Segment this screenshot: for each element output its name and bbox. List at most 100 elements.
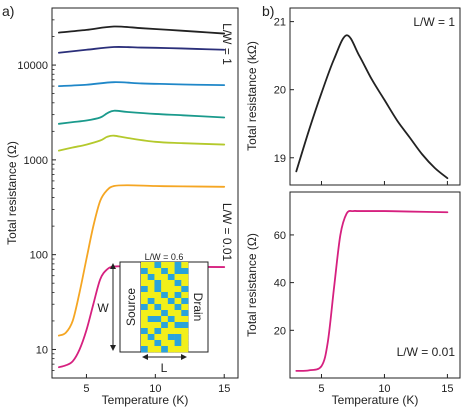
inset-grid-cell: [141, 310, 149, 317]
inset-grid-cell: [181, 280, 189, 287]
inset-grid-cell: [167, 292, 175, 299]
panel-a-annotation-top: L/W = 1: [220, 23, 234, 65]
inset-grid-cell: [161, 274, 169, 281]
inset-grid-cell: [181, 268, 189, 275]
inset-grid-cell: [167, 268, 175, 275]
inset-grid-cell: [141, 322, 149, 329]
inset-grid-cell: [147, 322, 155, 329]
inset-grid-cell: [174, 322, 182, 329]
inset-grid: [141, 262, 189, 353]
inset-grid-cell: [147, 310, 155, 317]
panel-a-series-line-1: [57, 25, 226, 35]
inset-grid-cell: [147, 298, 155, 305]
inset-grid-cell: [154, 286, 162, 293]
inset-grid-cell: [174, 304, 182, 311]
inset-grid-cell: [174, 310, 182, 317]
inset-grid-cell: [141, 274, 149, 281]
panel-b-top-frame: [289, 7, 461, 186]
inset-grid-cell: [154, 334, 162, 341]
inset-grid-cell: [154, 298, 162, 305]
inset-grid-cell: [161, 340, 169, 347]
panel-a-xtick-label: 10: [149, 383, 161, 395]
panel-a-yticks: 10 100 1000 10000: [17, 7, 56, 379]
panel-a-ylabel: Total resistance (Ω): [5, 141, 19, 245]
inset-grid-cell: [161, 346, 169, 353]
inset-grid-cell: [154, 280, 162, 287]
panel-b-bottom-yticks: 20 40 60: [274, 230, 294, 337]
inset-grid-cell: [141, 298, 149, 305]
panel-b-bottom-series-line-1: [295, 210, 449, 372]
inset-grid-cell: [167, 346, 175, 353]
inset-grid-cell: [174, 292, 182, 299]
panel-a-xtick-label: 15: [218, 383, 230, 395]
inset-grid-cell: [147, 304, 155, 311]
panel-a-series-line-4: [57, 109, 226, 125]
inset-grid-cell: [154, 322, 162, 329]
inset-grid-cell: [154, 316, 162, 323]
inset-grid-cell: [174, 286, 182, 293]
inset-grid-cell: [181, 322, 189, 329]
inset-grid-cell: [147, 292, 155, 299]
inset-grid-cell: [147, 328, 155, 335]
inset-grid-cell: [181, 310, 189, 317]
panel-b-top-ylabel: Total resistance (kΩ): [245, 41, 259, 151]
inset-grid-cell: [161, 286, 169, 293]
inset-grid-cell: [147, 280, 155, 287]
inset-grid-cell: [141, 262, 149, 269]
inset-grid-cell: [154, 310, 162, 317]
panel-a-ytick-label: 100: [30, 250, 48, 262]
inset-grid-cell: [141, 286, 149, 293]
inset-grid-cell: [167, 298, 175, 305]
panel-a-ytick-label: 10000: [17, 60, 48, 72]
panel-b-bottom-ytick-label: 40: [274, 278, 286, 290]
inset-grid-cell: [181, 286, 189, 293]
inset-grid-cell: [161, 328, 169, 335]
inset-drain-label: Drain: [191, 293, 205, 322]
panel-b-bottom-xlabel: Temperature (K): [332, 393, 419, 407]
panel-b-top: 19 20 21 Total resistance (kΩ) L/W = 1: [245, 7, 461, 186]
inset-grid-cell: [167, 274, 175, 281]
inset-grid-cell: [154, 328, 162, 335]
panel-b-bottom-ylabel: Total resistance (Ω): [245, 233, 259, 337]
inset-grid-cell: [181, 262, 189, 269]
inset-grid-cell: [141, 328, 149, 335]
panel-b-bottom-ytick-label: 60: [274, 230, 286, 242]
inset-grid-cell: [147, 286, 155, 293]
inset-grid-cell: [161, 334, 169, 341]
inset-grid-cell: [167, 304, 175, 311]
panel-a-annotation-bottom: L/W = 0.01: [220, 203, 234, 262]
inset-grid-cell: [167, 262, 175, 269]
inset-grid-cell: [161, 316, 169, 323]
inset-grid-cell: [167, 310, 175, 317]
panel-a-xlabel: Temperature (K): [102, 393, 189, 407]
panel-a-series-line-2: [57, 46, 226, 54]
inset-grid-cell: [141, 340, 149, 347]
panel-a-ytick-label: 1000: [24, 155, 48, 167]
inset-grid-cell: [147, 340, 155, 347]
inset-grid-cell: [174, 340, 182, 347]
inset-grid-cell: [141, 346, 149, 353]
inset-grid-cell: [174, 334, 182, 341]
inset-grid-cell: [147, 274, 155, 281]
inset-grid-cell: [181, 346, 189, 353]
inset-grid-cell: [154, 304, 162, 311]
inset-grid-cell: [181, 304, 189, 311]
panel-b-bottom-xticks: 5 10 15: [318, 374, 454, 395]
inset-grid-cell: [154, 268, 162, 275]
inset-device: L/W = 0.6 Source Drain W L: [97, 252, 209, 375]
panel-b-top-xticks: [320, 181, 448, 185]
panel-b-bottom-lines: [295, 210, 449, 372]
inset-grid-cell: [161, 304, 169, 311]
inset-grid-cell: [161, 298, 169, 305]
panel-a-xtick-label: 5: [83, 383, 89, 395]
inset-grid-cell: [154, 274, 162, 281]
inset-source-label: Source: [124, 288, 138, 326]
panel-a-frame: [51, 7, 239, 379]
inset-grid-cell: [154, 262, 162, 269]
inset-grid-cell: [167, 286, 175, 293]
panel-b-bottom-frame: [289, 191, 461, 379]
panel-a-ytick-label: 10: [36, 344, 48, 356]
inset-grid-cell: [161, 280, 169, 287]
panel-b-top-ytick-label: 21: [274, 17, 286, 29]
